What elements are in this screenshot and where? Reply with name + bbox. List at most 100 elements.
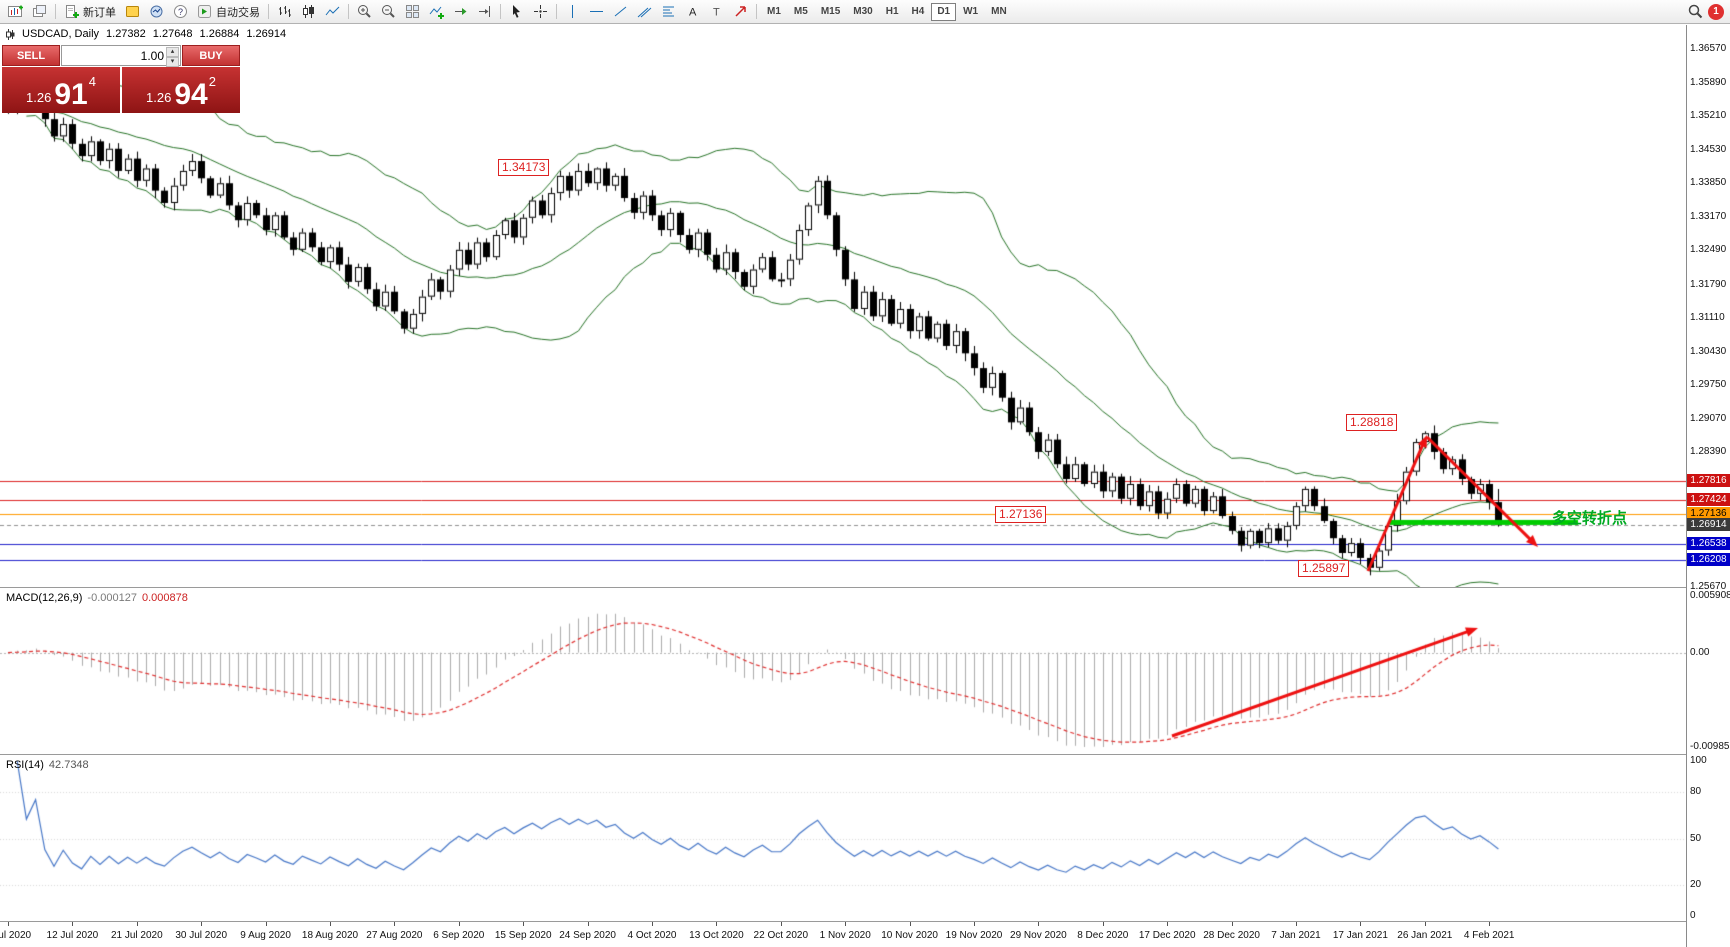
x-axis-label: 13 Oct 2020 — [689, 930, 744, 941]
scale-label: 1.31110 — [1690, 312, 1725, 324]
chart-shift-icon — [479, 6, 490, 17]
tile-windows-button[interactable] — [401, 2, 424, 22]
x-axis-tick — [330, 922, 331, 926]
horizontal-line-button[interactable] — [585, 2, 608, 22]
rsi-indicator-pane: RSI(14) 42.7348 — [0, 755, 1686, 922]
volume-increase-button[interactable]: ▴ — [166, 47, 179, 57]
x-axis-label: 15 Sep 2020 — [494, 930, 552, 941]
sell-price-tile[interactable]: 1.26 91 4 — [2, 67, 120, 113]
rsi-canvas[interactable] — [0, 755, 1686, 922]
search-button[interactable] — [1684, 2, 1707, 22]
new-chart-button[interactable] — [4, 2, 27, 22]
rsi-name: RSI(14) — [6, 759, 44, 771]
crosshair-icon — [534, 5, 547, 18]
price-annotation[interactable]: 1.34173 — [498, 159, 550, 176]
new-chart-icon — [8, 5, 23, 17]
vertical-line-icon — [572, 5, 573, 18]
sell-button[interactable]: SELL — [2, 45, 60, 66]
zoom-in-button[interactable] — [353, 2, 376, 22]
price-chart-canvas[interactable] — [0, 25, 1686, 588]
autotrading-button[interactable]: 自动交易 — [193, 2, 264, 22]
pane-divider[interactable] — [0, 921, 1730, 922]
scale-label: 1.35890 — [1690, 76, 1727, 88]
vertical-line-button[interactable] — [561, 2, 584, 22]
scale-label: 1.30430 — [1690, 345, 1727, 357]
timeframe-m30[interactable]: M30 — [847, 3, 878, 21]
text-label-button[interactable]: T — [705, 2, 728, 22]
price-scale[interactable]: 1.36570 1.35890 1.35210 1.34530 1.33850 1.331… — [1686, 25, 1730, 947]
volume-spinner: ▴ ▾ — [166, 47, 179, 67]
volume-input[interactable] — [62, 46, 180, 65]
quotes-icon — [150, 5, 163, 18]
price-annotation[interactable]: 1.27136 — [995, 506, 1047, 523]
x-axis-tick — [1296, 922, 1297, 926]
x-axis-tick — [1231, 922, 1233, 926]
time-axis[interactable]: 5 Jul 2020 12 Jul 2020 21 Jul 2020 30 Jul 2… — [0, 922, 1686, 947]
scale-label: 100 — [1690, 755, 1707, 766]
fibonacci-button[interactable] — [657, 2, 680, 22]
timeframe-h1[interactable]: H1 — [880, 3, 905, 21]
auto-scroll-icon — [455, 8, 467, 15]
scale-label: 1.31790 — [1690, 278, 1727, 290]
x-axis-tick — [845, 922, 847, 926]
profiles-button[interactable] — [28, 2, 51, 22]
timeframe-m15[interactable]: M15 — [815, 3, 846, 21]
metaeditor-button[interactable] — [121, 2, 144, 22]
scale-label: 0.005908 — [1690, 590, 1730, 601]
symbol-period: USDCAD, Daily — [22, 28, 100, 40]
turning-point-label[interactable]: 多空转折点 — [1552, 510, 1628, 527]
indicators-button[interactable] — [425, 2, 448, 22]
text-button[interactable]: A — [681, 2, 704, 22]
new-order-button[interactable]: 新订单 — [60, 2, 120, 22]
price-badge: 1.26538 — [1687, 536, 1730, 550]
timeframe-w1[interactable]: W1 — [957, 3, 984, 21]
x-axis-label: 28 Dec 2020 — [1203, 930, 1260, 941]
price-annotation[interactable]: 1.25897 — [1298, 560, 1350, 577]
scale-label: 50 — [1690, 832, 1702, 844]
timeframe-mn[interactable]: MN — [985, 3, 1013, 21]
pane-divider[interactable] — [0, 754, 1730, 755]
x-axis-tick — [1167, 922, 1169, 926]
scale-label: 1.33170 — [1690, 210, 1727, 222]
cursor-button[interactable] — [505, 2, 528, 22]
line-chart-button[interactable] — [321, 2, 344, 22]
candlestick-chart-button[interactable] — [297, 2, 320, 22]
price-annotation[interactable]: 1.28818 — [1346, 414, 1398, 431]
zoom-out-button[interactable] — [377, 2, 400, 22]
trendline-button[interactable] — [609, 2, 632, 22]
x-axis-label: 18 Aug 2020 — [301, 930, 359, 941]
timeframe-m1[interactable]: M1 — [761, 3, 787, 21]
x-axis-label: 12 Jul 2020 — [46, 930, 99, 941]
price-badge: 1.27424 — [1687, 493, 1730, 507]
trendline-icon — [614, 6, 627, 17]
volume-decrease-button[interactable]: ▾ — [166, 57, 179, 67]
notification-badge[interactable]: 1 — [1708, 3, 1724, 20]
macd-canvas[interactable] — [0, 588, 1686, 755]
buy-button[interactable]: BUY — [182, 45, 240, 66]
ohlc-open: 1.27382 — [106, 28, 146, 40]
ask-prefix: 1.26 — [146, 90, 172, 105]
chart-shift-button[interactable] — [473, 2, 496, 22]
x-axis-label: 26 Jan 2021 — [1397, 930, 1453, 941]
arrows-tool-button[interactable] — [729, 2, 752, 22]
auto-scroll-button[interactable] — [449, 2, 472, 22]
scale-label: 1.35210 — [1690, 110, 1727, 122]
help-button[interactable]: ? — [169, 2, 192, 22]
pane-divider[interactable] — [0, 587, 1730, 588]
timeframe-d1[interactable]: D1 — [931, 2, 957, 21]
x-axis-label: 5 Jul 2020 — [0, 930, 32, 941]
scale-label: 80 — [1690, 786, 1702, 797]
crosshair-button[interactable] — [529, 2, 552, 22]
x-axis-tick — [523, 922, 525, 926]
timeframe-m5[interactable]: M5 — [788, 3, 814, 21]
channel-button[interactable] — [633, 2, 656, 22]
bar-chart-button[interactable] — [273, 2, 296, 22]
timeframe-h4[interactable]: H4 — [906, 3, 931, 21]
quotes-button[interactable] — [145, 2, 168, 22]
x-axis-tick — [1038, 922, 1040, 926]
channel-icon — [637, 7, 652, 18]
buy-price-tile[interactable]: 1.26 94 2 — [122, 67, 240, 113]
bid-pip-digit: 4 — [88, 74, 96, 89]
bar-chart-icon — [279, 6, 291, 17]
x-axis-label: 27 Aug 2020 — [366, 930, 423, 941]
